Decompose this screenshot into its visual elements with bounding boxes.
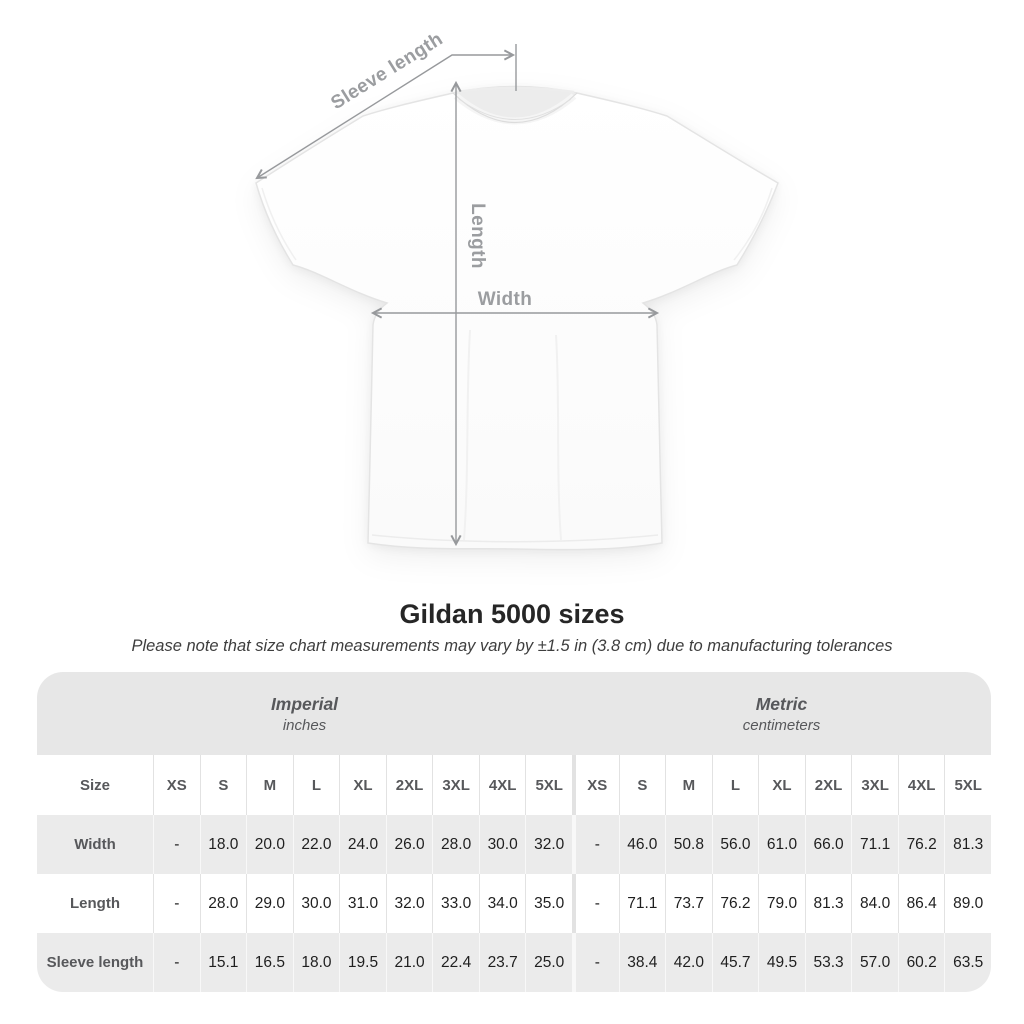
value-cell: 81.3 (804, 874, 852, 933)
value-cell: 60.2 (897, 933, 945, 992)
value-cell: 32.0 (385, 874, 433, 933)
value-cell: 21.0 (385, 933, 433, 992)
value-cell: 42.0 (665, 933, 712, 992)
size-header-metric-m: M (665, 755, 712, 815)
value-cell: 56.0 (711, 815, 759, 874)
size-header-imperial-xl: XL (339, 755, 386, 815)
imperial-unit: inches (282, 716, 327, 734)
row-sleeve-length: Sleeve length -15.1 16.5 18.0 19.5 21.0 22.4 23… (37, 933, 991, 992)
value-cell: 24.0 (339, 815, 386, 874)
value-cell: 25.0 (525, 933, 572, 992)
imperial-unit-header: Imperial inches (37, 672, 572, 755)
size-table: Imperial inches Metric centimeters Size … (37, 672, 991, 992)
value-cell: 86.4 (897, 874, 945, 933)
size-header-row: Size XS S M L XL 2XL 3XL 4XL 5XL XS S M L XL 2XL 3XL 4XL… (37, 755, 991, 815)
size-header-imperial-s: S (199, 755, 247, 815)
tolerance-note: Please note that size chart measurements… (131, 637, 893, 655)
value-cell: 16.5 (246, 933, 293, 992)
size-header-imperial-xs: XS (153, 755, 200, 815)
value-cell: 19.5 (339, 933, 386, 992)
value-cell: 61.0 (758, 815, 805, 874)
value-cell: - (572, 874, 619, 933)
value-cell: 20.0 (246, 815, 293, 874)
value-cell: 26.0 (385, 815, 433, 874)
size-header-metric-xl: XL (758, 755, 805, 815)
metric-unit: centimeters (742, 716, 821, 734)
value-cell: 79.0 (758, 874, 805, 933)
value-cell: 28.0 (432, 815, 479, 874)
value-cell: - (572, 815, 619, 874)
size-header-metric-3xl: 3XL (851, 755, 898, 815)
value-cell: - (153, 874, 200, 933)
tshirt-measurement-diagram: Sleeve length Length Width (255, 29, 779, 551)
value-cell: 34.0 (478, 874, 526, 933)
value-cell: 23.7 (478, 933, 526, 992)
page-title: Gildan 5000 sizes (399, 599, 625, 629)
size-header-imperial-2xl: 2XL (385, 755, 433, 815)
value-cell: 53.3 (804, 933, 852, 992)
value-cell: 81.3 (944, 815, 991, 874)
row-label: Width (74, 836, 116, 853)
imperial-label: Imperial (270, 693, 339, 714)
value-cell: 32.0 (525, 815, 572, 874)
size-header-imperial-l: L (292, 755, 340, 815)
size-column-header: Size (79, 776, 110, 794)
value-cell: 31.0 (339, 874, 386, 933)
size-header-imperial-5xl: 5XL (525, 755, 572, 815)
value-cell: 66.0 (804, 815, 852, 874)
tshirt-diagram-svg: Sleeve length Length Width (255, 29, 779, 551)
value-cell: 84.0 (851, 874, 898, 933)
value-cell: 63.5 (944, 933, 991, 992)
sleeve-length-arrow (255, 49, 516, 180)
size-header-metric-2xl: 2XL (804, 755, 852, 815)
size-header-metric-5xl: 5XL (944, 755, 991, 815)
value-cell: 30.0 (292, 874, 340, 933)
unit-header-band: Imperial inches Metric centimeters (37, 672, 991, 755)
metric-unit-header: Metric centimeters (572, 672, 991, 755)
value-cell: 73.7 (665, 874, 712, 933)
value-cell: 30.0 (478, 815, 526, 874)
value-cell: 46.0 (618, 815, 666, 874)
row-label: Sleeve length (46, 954, 144, 971)
value-cell: 45.7 (711, 933, 759, 992)
title-block: Gildan 5000 sizes Please note that size … (0, 598, 1024, 656)
value-cell: - (153, 933, 200, 992)
tshirt-illustration (255, 85, 779, 551)
value-cell: 28.0 (199, 874, 247, 933)
value-cell: - (153, 815, 200, 874)
size-header-metric-xs: XS (572, 755, 619, 815)
width-label: Width (478, 289, 533, 310)
value-cell: 76.2 (897, 815, 945, 874)
value-cell: - (572, 933, 619, 992)
value-cell: 57.0 (851, 933, 898, 992)
value-cell: 71.1 (618, 874, 666, 933)
row-label: Length (70, 895, 120, 912)
size-header-metric-s: S (618, 755, 666, 815)
size-header-imperial-3xl: 3XL (432, 755, 479, 815)
value-cell: 49.5 (758, 933, 805, 992)
value-cell: 15.1 (199, 933, 247, 992)
row-width: Width -18.0 20.0 22.0 24.0 26.0 28.0 30.0 32.0-4… (37, 815, 991, 874)
value-cell: 76.2 (711, 874, 759, 933)
size-header-metric-4xl: 4XL (897, 755, 945, 815)
value-cell: 71.1 (851, 815, 898, 874)
value-cell: 38.4 (618, 933, 666, 992)
value-cell: 29.0 (246, 874, 293, 933)
value-cell: 18.0 (199, 815, 247, 874)
size-header-imperial-4xl: 4XL (478, 755, 526, 815)
value-cell: 22.0 (292, 815, 340, 874)
length-label: Length (467, 203, 488, 269)
value-cell: 18.0 (292, 933, 340, 992)
size-header-imperial-m: M (246, 755, 293, 815)
value-cell: 50.8 (665, 815, 712, 874)
value-cell: 35.0 (525, 874, 572, 933)
metric-label: Metric (755, 693, 808, 714)
value-cell: 22.4 (432, 933, 479, 992)
size-header-metric-l: L (711, 755, 759, 815)
value-cell: 89.0 (944, 874, 991, 933)
row-length: Length -28.0 29.0 30.0 31.0 32.0 33.0 34.0 35.0-… (37, 874, 991, 933)
value-cell: 33.0 (432, 874, 479, 933)
